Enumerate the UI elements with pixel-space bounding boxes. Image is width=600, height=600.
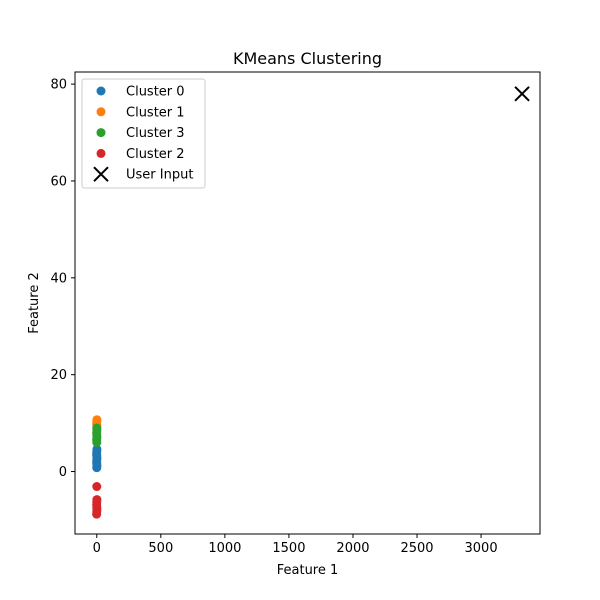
cluster-2-point: [92, 482, 102, 492]
legend-marker: [96, 128, 106, 138]
plot-area: [92, 86, 530, 519]
x-tick-label: 1500: [272, 541, 305, 556]
y-axis-label: Feature 2: [27, 272, 42, 334]
chart-title: KMeans Clustering: [233, 49, 382, 68]
x-tick-label: 1000: [208, 541, 241, 556]
x-tick-label: 0: [93, 541, 101, 556]
legend-entry-label: User Input: [126, 168, 193, 183]
y-tick-label: 80: [50, 78, 67, 93]
legend-entry-label: Cluster 3: [126, 126, 185, 141]
legend-box: [81, 78, 206, 189]
cluster-0-point: [92, 444, 102, 454]
y-tick-label: 20: [50, 368, 67, 383]
legend-marker: [96, 107, 106, 117]
x-tick-label: 3000: [465, 541, 498, 556]
y-axis: 0 20 40 60 80: [50, 78, 75, 480]
x-tick-label: 2500: [400, 541, 433, 556]
legend-marker: [96, 86, 106, 96]
legend: Cluster 0 Cluster 1 Cluster 3 Cluster 2 User…: [81, 78, 206, 189]
cluster-1-point: [92, 415, 102, 425]
cluster-2-point: [92, 509, 102, 519]
legend-entry-label: Cluster 1: [126, 105, 185, 120]
legend-entry-label: Cluster 2: [126, 147, 185, 162]
legend-marker: [96, 148, 106, 158]
x-axis: 0 500 1000 1500 2000 2500 3000: [93, 534, 498, 556]
legend-marker-x: [93, 166, 109, 182]
x-axis-label: Feature 1: [277, 563, 339, 578]
x-tick-label: 2000: [336, 541, 369, 556]
y-tick-label: 60: [50, 174, 67, 189]
cluster-3-point: [92, 423, 102, 433]
x-tick-label: 500: [148, 541, 173, 556]
y-tick-label: 40: [50, 271, 67, 286]
user-input-point: [514, 86, 530, 102]
legend-entry-label: Cluster 0: [126, 85, 185, 100]
y-tick-label: 0: [59, 465, 67, 480]
plot-frame: [74, 71, 541, 535]
